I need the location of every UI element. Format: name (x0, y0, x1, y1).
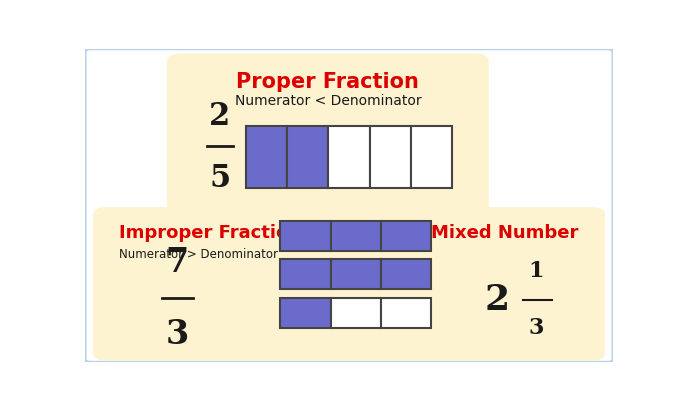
Text: 3: 3 (528, 317, 544, 339)
Text: 5: 5 (209, 163, 230, 194)
FancyBboxPatch shape (93, 207, 605, 361)
Bar (411, 126, 452, 188)
Text: Mixed Number: Mixed Number (431, 224, 579, 242)
Text: Proper Fraction: Proper Fraction (236, 72, 419, 92)
Text: Improper Fraction: Improper Fraction (119, 224, 302, 242)
Text: 3: 3 (166, 318, 189, 351)
Text: 2: 2 (209, 101, 230, 132)
Text: 2: 2 (484, 282, 509, 317)
Bar (381, 298, 431, 328)
Bar (287, 126, 328, 188)
Bar (281, 221, 330, 251)
Bar (330, 221, 381, 251)
FancyBboxPatch shape (167, 54, 489, 213)
Text: Numerator > Denominator: Numerator > Denominator (119, 248, 279, 261)
Bar (381, 221, 431, 251)
Bar (246, 126, 287, 188)
Bar (328, 126, 370, 188)
Bar (281, 298, 330, 328)
FancyBboxPatch shape (85, 49, 613, 362)
Bar (330, 298, 381, 328)
Text: 7: 7 (166, 246, 189, 279)
Bar (370, 126, 411, 188)
Bar (330, 259, 381, 289)
Text: Numerator < Denominator: Numerator < Denominator (234, 94, 422, 108)
Bar (281, 259, 330, 289)
Bar (381, 259, 431, 289)
Text: 1: 1 (528, 260, 544, 282)
